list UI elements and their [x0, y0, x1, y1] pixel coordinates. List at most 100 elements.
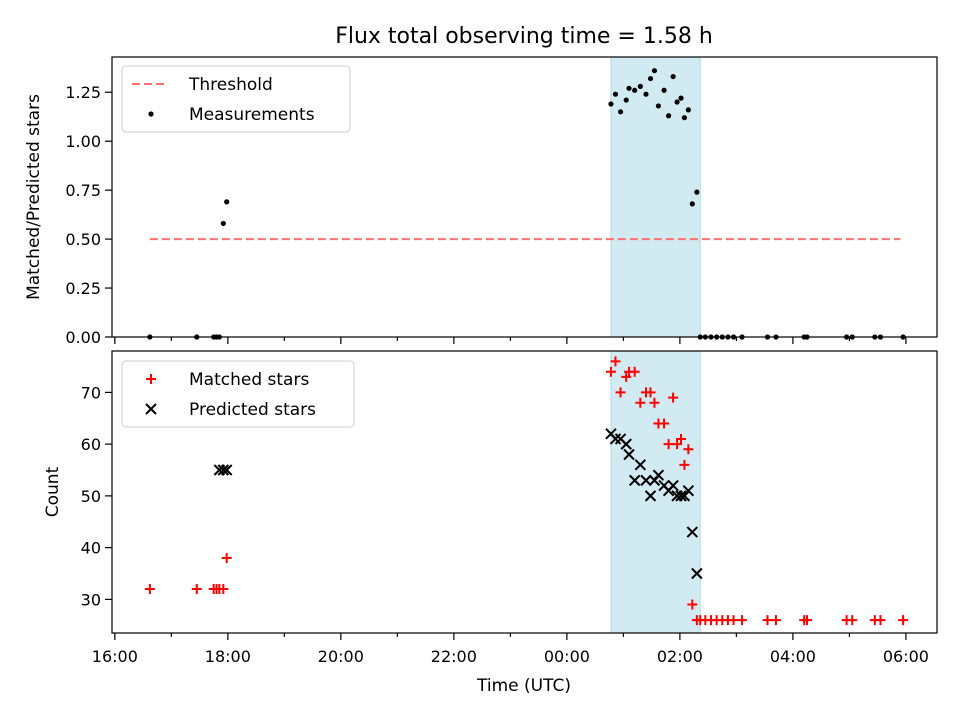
legend-swatch	[146, 374, 156, 384]
matched-stars-point	[668, 392, 679, 403]
matched-stars-point	[605, 366, 616, 377]
bottom-axes: 16:00 18:00 20:00 22:00 00:00 02:00 04:00 06:00…	[81, 350, 938, 666]
matched-stars-point	[663, 439, 674, 450]
matched-stars-point	[621, 371, 632, 382]
matched-stars-point	[659, 418, 670, 429]
x-tick-label: 04:00	[770, 647, 816, 666]
matched-stars-point	[737, 615, 748, 626]
matched-stars-point	[191, 584, 202, 595]
y-tick-label: 60	[81, 435, 101, 454]
measurements-point	[632, 87, 638, 93]
measurements-point	[678, 95, 684, 101]
legend-label: Measurements	[189, 105, 315, 125]
measurements-point	[665, 113, 672, 119]
measurements-point	[637, 83, 643, 89]
y-tick-label: 0.50	[65, 230, 101, 249]
measurements-point	[670, 73, 676, 80]
axes-frame	[111, 56, 938, 338]
matched-stars-point	[144, 584, 155, 595]
matched-stars-point	[802, 615, 813, 626]
matched-stars-point	[649, 397, 660, 408]
matched-stars-point	[635, 397, 646, 408]
y-tick-label: 70	[81, 383, 101, 402]
top-y-axis-label: Matched/Predicted stars	[24, 94, 44, 300]
measurements-point	[608, 101, 614, 107]
y-tick-label: 30	[81, 590, 101, 609]
matched-stars-point	[221, 552, 232, 563]
measurements-point	[689, 201, 695, 207]
measurements-point	[694, 189, 700, 195]
x-axis-label: Time (UTC)	[476, 676, 571, 696]
y-tick-label: 0.00	[65, 328, 101, 347]
legend-label: Matched stars	[189, 370, 309, 390]
measurements-point	[674, 99, 680, 105]
y-tick-label: 40	[81, 539, 101, 558]
axes-frame	[111, 350, 938, 634]
matched-stars-point	[875, 615, 886, 626]
matched-stars-point	[615, 387, 626, 398]
measurements-point	[224, 199, 230, 205]
predicted-stars-point	[620, 438, 632, 450]
predicted-stars-point	[682, 484, 695, 497]
predicted-stars-point	[628, 474, 641, 487]
y-tick-label: 50	[81, 487, 101, 506]
y-tick-label: 0.75	[65, 181, 101, 200]
predicted-stars-point	[686, 526, 699, 538]
predicted-stars-point	[691, 567, 703, 580]
y-tick-label: 0.25	[65, 279, 101, 298]
matched-stars-point	[645, 387, 656, 398]
bottom-y-axis-label: Count	[43, 466, 63, 517]
measurements-point	[647, 75, 654, 82]
measurements-point	[655, 103, 662, 109]
x-tick-label: 06:00	[883, 647, 929, 666]
legend-label: Predicted stars	[189, 400, 316, 420]
top-axes: 0.00 0.25 0.50 0.75 1.00 1.25 Threshold Measure…	[65, 56, 938, 347]
predicted-stars-point	[217, 464, 230, 476]
legend-box	[121, 360, 355, 428]
matched-stars-point	[610, 356, 621, 367]
matched-stars-point	[728, 615, 739, 626]
x-tick-label: 22:00	[431, 647, 477, 666]
measurements-point	[220, 220, 226, 227]
legend: Matched stars Predicted stars	[121, 360, 355, 428]
y-tick-label: 1.00	[65, 132, 101, 151]
x-tick-label: 02:00	[657, 647, 703, 666]
measurements-point	[651, 68, 658, 74]
measurements-point	[643, 91, 649, 97]
measurements-point	[681, 115, 688, 121]
matched-stars-point	[898, 615, 909, 626]
measurements-point	[661, 87, 667, 93]
x-tick-label: 16:00	[92, 647, 138, 666]
legend-swatch	[145, 403, 157, 415]
figure-title: Flux total observing time = 1.58 h	[335, 24, 713, 49]
x-tick-label: 20:00	[318, 647, 364, 666]
predicted-stars-point	[221, 464, 233, 476]
predicted-stars-point	[652, 469, 665, 481]
matched-stars-point	[687, 599, 698, 610]
legend: Threshold Measurements	[121, 65, 351, 133]
predicted-stars-point	[623, 448, 635, 461]
predicted-stars-point	[634, 459, 647, 471]
legend-box	[121, 65, 351, 133]
matched-stars-point	[629, 366, 640, 377]
predicted-stars-point	[640, 474, 652, 487]
observing-span	[610, 56, 701, 338]
legend-label: Threshold	[188, 75, 273, 95]
measurements-point	[685, 107, 691, 113]
x-tick-label: 18:00	[205, 647, 251, 666]
matched-stars-point	[218, 584, 229, 595]
matched-stars-point	[770, 615, 781, 626]
x-tick-label: 00:00	[544, 647, 590, 666]
matched-stars-point	[762, 615, 773, 626]
matched-stars-point	[683, 444, 694, 455]
matched-stars-point	[676, 433, 687, 444]
measurements-point	[626, 85, 632, 91]
measurements-point	[612, 91, 619, 97]
y-tick-label: 1.25	[65, 83, 101, 102]
predicted-stars-point	[667, 479, 679, 492]
measurements-point	[623, 97, 629, 103]
matched-stars-point	[679, 459, 690, 470]
predicted-stars-point	[609, 433, 622, 445]
predicted-stars-point	[675, 490, 687, 502]
